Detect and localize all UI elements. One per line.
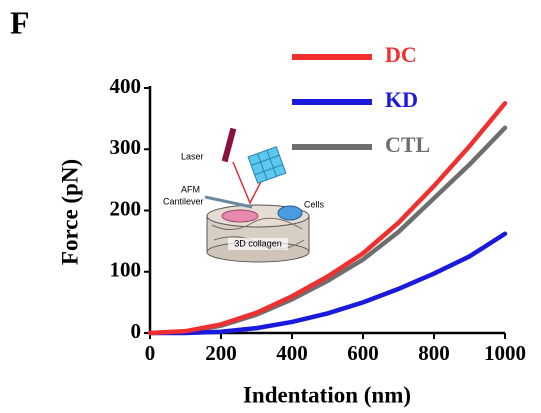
inset-label: Cells xyxy=(304,199,325,209)
x-tick-label: 800 xyxy=(418,341,450,365)
x-tick-label: 600 xyxy=(347,341,379,365)
y-tick-label: 400 xyxy=(110,74,142,98)
y-tick-label: 300 xyxy=(110,135,142,159)
y-tick-label: 0 xyxy=(131,319,142,343)
legend-label: CTL xyxy=(385,132,430,157)
x-tick-label: 1000 xyxy=(484,341,526,365)
inset-label: AFM xyxy=(181,184,200,194)
x-tick-label: 400 xyxy=(276,341,308,365)
cell-pink xyxy=(222,210,258,222)
x-tick-label: 0 xyxy=(145,341,156,365)
cell-blue xyxy=(278,206,302,220)
chart: F Indentation (nm) Force (pN) 0 100 200 300… xyxy=(0,0,541,413)
y-tick-label: 100 xyxy=(110,258,142,282)
inset-label: Cantilever xyxy=(163,196,204,206)
y-tick-label: 200 xyxy=(110,196,142,220)
inset-label: Laser xyxy=(181,151,204,161)
x-axis-label: Indentation (nm) xyxy=(243,382,411,407)
legend-label: DC xyxy=(385,42,417,67)
detector xyxy=(248,147,286,184)
cantilever xyxy=(205,197,252,207)
inset-label: 3D collagen xyxy=(234,238,282,248)
panel-label: F xyxy=(10,4,30,40)
x-tick-label: 200 xyxy=(205,341,237,365)
laser-device xyxy=(222,128,237,162)
legend-label: KD xyxy=(385,87,418,112)
y-axis-label: Force (pN) xyxy=(57,159,82,265)
series-line xyxy=(150,103,505,333)
